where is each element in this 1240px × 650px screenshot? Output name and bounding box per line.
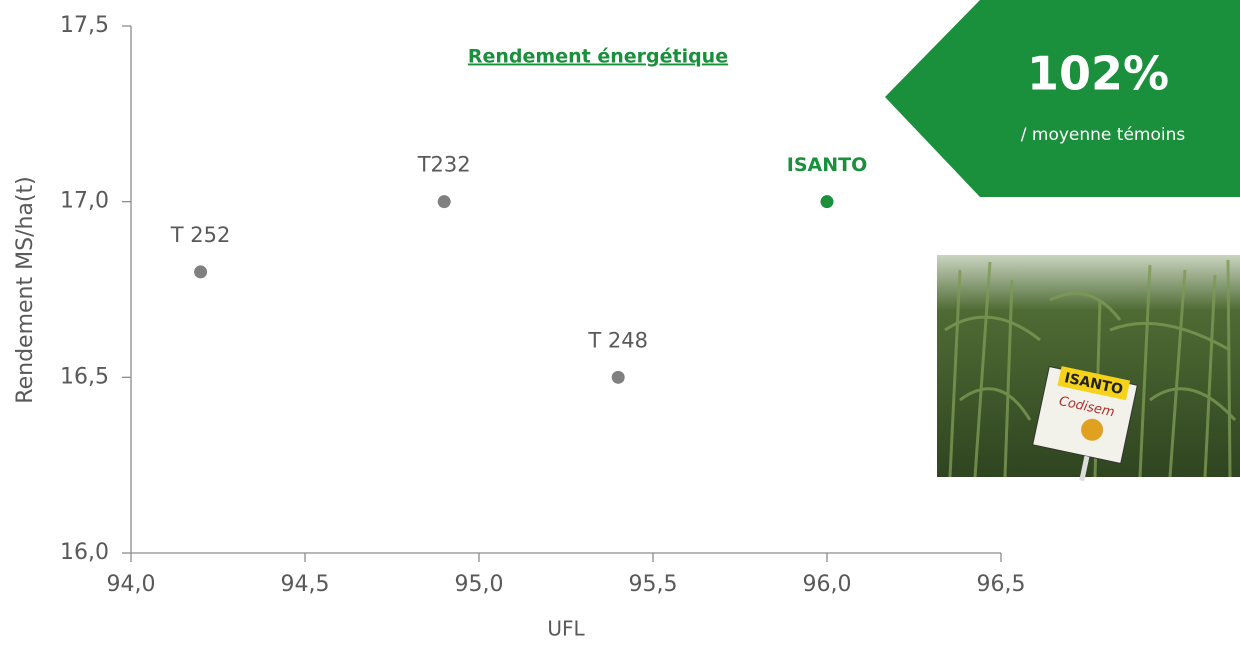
y-axis-label: Rendement MS/ha(t) [13,176,38,403]
x-axis-label: UFL [547,617,585,641]
y-tick-label: 16,0 [60,540,109,565]
x-tick-label: 94,0 [107,572,156,597]
point-label: T 252 [170,223,231,247]
badge-caption: / moyenne témoins [1021,125,1186,145]
x-tick-label: 95,5 [629,572,678,597]
y-tick-label: 17,5 [60,13,109,38]
x-tick-label: 96,5 [977,572,1026,597]
point [194,265,207,278]
x-tick-label: 94,5 [281,572,330,597]
chart: 102% / moyenne témoins ISANTO Codisem Re… [0,0,1240,650]
point-label: T232 [417,153,471,177]
point-label: ISANTO [787,154,867,176]
point-label: T 248 [587,328,648,352]
chart-title: Rendement énergétique [468,46,728,68]
photo: ISANTO Codisem [937,255,1240,488]
x-tick-label: 96,0 [803,572,852,597]
point [612,371,625,384]
point [821,195,834,208]
point [438,195,451,208]
badge-value: 102% [1027,47,1169,101]
x-tick-label: 95,0 [455,572,504,597]
y-tick-label: 17,0 [60,189,109,214]
y-tick-label: 16,5 [60,364,109,389]
